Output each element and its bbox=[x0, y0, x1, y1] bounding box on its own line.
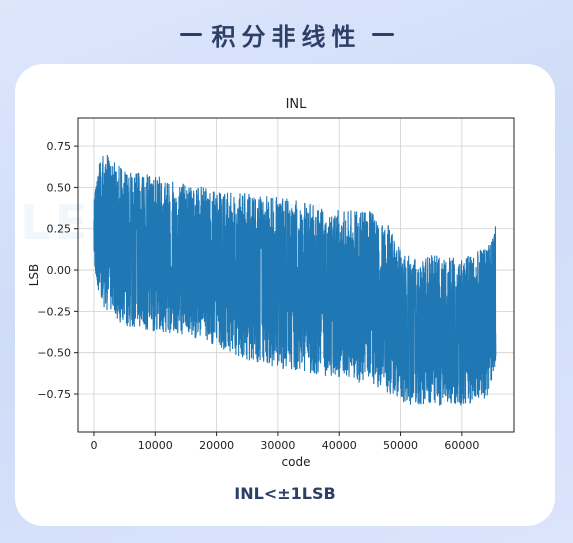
inl-caption: INL<±1LSB bbox=[234, 484, 336, 503]
x-tick-label: 30000 bbox=[260, 439, 295, 452]
y-tick-label: 0.25 bbox=[47, 223, 72, 236]
y-tick-label: −0.25 bbox=[37, 305, 71, 318]
page-header: 积分非线性 bbox=[0, 14, 573, 54]
inl-series-line bbox=[93, 155, 497, 406]
header-dash-right bbox=[371, 32, 394, 36]
page-title: 积分非线性 bbox=[211, 22, 362, 51]
x-tick-label: 60000 bbox=[444, 439, 479, 452]
y-tick-label: −0.75 bbox=[37, 388, 71, 401]
plot-frame bbox=[77, 117, 515, 433]
x-tick-label: 40000 bbox=[322, 439, 357, 452]
y-tick-label: 0.50 bbox=[47, 181, 72, 194]
chart-title: INL bbox=[286, 97, 308, 112]
x-tick-label: 0 bbox=[90, 439, 97, 452]
y-axis-label: LSB bbox=[27, 264, 41, 287]
x-tick-label: 20000 bbox=[199, 439, 234, 452]
x-axis-label: code bbox=[282, 455, 311, 469]
y-tick-label: 0.00 bbox=[47, 264, 72, 277]
y-tick-label: 0.75 bbox=[47, 140, 72, 153]
header-dash-left bbox=[179, 32, 202, 36]
x-tick-label: 10000 bbox=[138, 439, 173, 452]
x-tick-label: 50000 bbox=[383, 439, 418, 452]
y-tick-label: −0.50 bbox=[37, 347, 71, 360]
